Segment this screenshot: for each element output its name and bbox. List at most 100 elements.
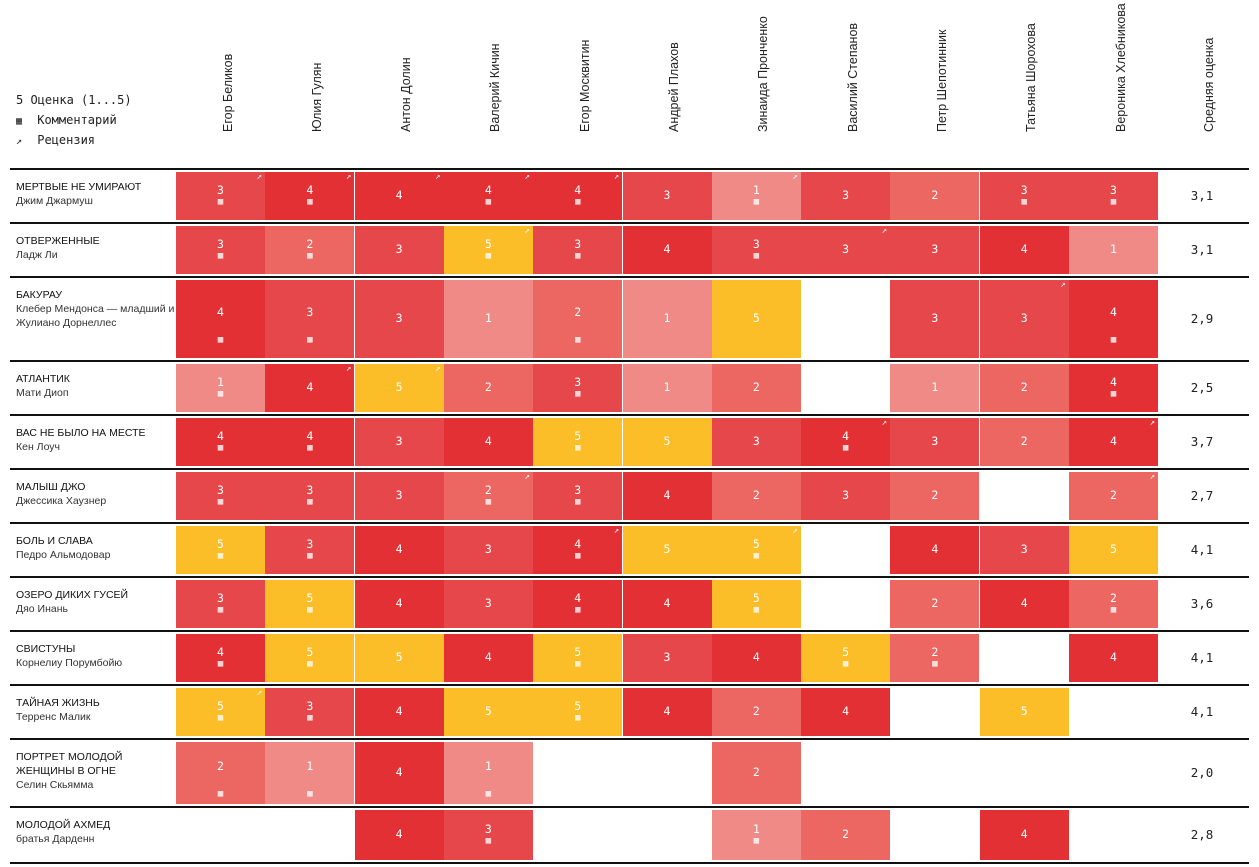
score-cell[interactable]: 1 [1069, 226, 1158, 274]
comment-icon[interactable]: ▦ [217, 659, 224, 669]
score-cell[interactable]: 2 ↗ [1069, 472, 1158, 520]
score-cell[interactable]: 3 ↗ [979, 280, 1069, 358]
score-cell[interactable]: 1 ▦ [443, 742, 533, 804]
score-cell[interactable]: 4 [622, 472, 712, 520]
score-cell[interactable]: 4 [354, 580, 444, 628]
external-link-icon[interactable]: ↗ [345, 172, 352, 182]
score-cell[interactable]: 4 ▦ ↗ [801, 418, 891, 466]
score-cell[interactable]: 4 ▦ [265, 418, 355, 466]
score-cell[interactable]: 3 [354, 418, 444, 466]
external-link-icon[interactable]: ↗ [435, 364, 441, 374]
score-cell[interactable]: 2 [443, 364, 533, 412]
score-cell[interactable]: 4 ↗ [354, 172, 444, 220]
score-cell[interactable]: 5 ▦ [533, 688, 623, 736]
score-cell[interactable]: 3 ▦ [265, 526, 355, 574]
score-cell[interactable]: 2 ▦ [890, 634, 980, 682]
comment-icon[interactable]: ▦ [485, 251, 492, 261]
score-cell[interactable]: 4 ▦ [533, 580, 623, 628]
comment-icon[interactable]: ▦ [217, 197, 224, 207]
score-cell[interactable]: 3 ▦ [265, 688, 355, 736]
comment-icon[interactable]: ▦ [574, 497, 581, 507]
comment-icon[interactable]: ▦ [485, 497, 492, 507]
score-cell[interactable]: 4 ▦ [176, 634, 265, 682]
score-cell[interactable]: 3 [622, 634, 712, 682]
comment-icon[interactable]: ▦ [485, 789, 492, 799]
score-cell[interactable]: 1 ▦ [176, 364, 265, 412]
comment-icon[interactable]: ▦ [574, 197, 581, 207]
score-cell[interactable]: 5 [1069, 526, 1158, 574]
score-cell[interactable]: 4 ▦ ↗ [443, 172, 533, 220]
score-cell[interactable]: 1 [443, 280, 533, 358]
comment-icon[interactable]: ▦ [217, 605, 224, 615]
comment-icon[interactable]: ▦ [307, 659, 313, 669]
score-cell[interactable]: 1 ▦ [711, 810, 801, 860]
comment-icon[interactable]: ▦ [217, 389, 224, 399]
comment-icon[interactable]: ▦ [217, 497, 224, 507]
score-cell[interactable]: 5 ▦ [265, 580, 355, 628]
score-cell[interactable]: 3 [979, 526, 1069, 574]
comment-icon[interactable]: ▦ [307, 197, 313, 207]
score-cell[interactable]: 5 ↗ [354, 364, 444, 412]
comment-icon[interactable]: ▦ [307, 551, 313, 561]
score-cell[interactable]: 1 ▦ [265, 742, 355, 804]
comment-icon[interactable]: ▦ [1021, 197, 1027, 207]
score-cell[interactable]: 5 ▦ [533, 634, 623, 682]
score-cell[interactable]: 2 ▦ [1069, 580, 1158, 628]
external-link-icon[interactable]: ↗ [613, 172, 620, 182]
comment-icon[interactable]: ▦ [1110, 605, 1117, 615]
comment-icon[interactable]: ▦ [574, 605, 581, 615]
comment-icon[interactable]: ▦ [753, 197, 759, 207]
score-cell[interactable]: 4 ▦ [176, 280, 265, 358]
comment-icon[interactable]: ▦ [1110, 197, 1117, 207]
score-cell[interactable]: 4 ▦ ↗ [533, 526, 623, 574]
score-cell[interactable]: 1 [890, 364, 980, 412]
score-cell[interactable]: 3 ▦ [711, 226, 801, 274]
comment-icon[interactable]: ▦ [753, 551, 759, 561]
external-link-icon[interactable]: ↗ [345, 364, 352, 374]
score-cell[interactable]: 4 ▦ [1069, 280, 1158, 358]
score-cell[interactable]: 2 ▦ ↗ [443, 472, 533, 520]
score-cell[interactable]: 4 [890, 526, 980, 574]
score-cell[interactable]: 4 [979, 580, 1069, 628]
comment-icon[interactable]: ▦ [307, 497, 313, 507]
score-cell[interactable]: 5 [711, 280, 801, 358]
score-cell[interactable]: 2 ▦ [533, 280, 623, 358]
comment-icon[interactable]: ▦ [574, 251, 581, 261]
score-cell[interactable]: 2 [711, 472, 801, 520]
score-cell[interactable]: 5 ▦ [801, 634, 891, 682]
score-cell[interactable]: 3 ▦ ↗ [176, 172, 265, 220]
external-link-icon[interactable]: ↗ [613, 526, 620, 536]
comment-icon[interactable]: ▦ [217, 443, 224, 453]
score-cell[interactable]: 3 [711, 418, 801, 466]
score-cell[interactable]: 2 [890, 172, 980, 220]
comment-icon[interactable]: ▦ [842, 443, 849, 453]
score-cell[interactable]: 3 ▦ [443, 810, 533, 860]
external-link-icon[interactable]: ↗ [1149, 472, 1155, 482]
score-cell[interactable]: 5 ▦ [711, 580, 801, 628]
comment-icon[interactable]: ▦ [574, 443, 581, 453]
score-cell[interactable]: 4 ▦ [176, 418, 265, 466]
score-cell[interactable]: 5 [979, 688, 1069, 736]
score-cell[interactable]: 4 ↗ [1069, 418, 1158, 466]
score-cell[interactable]: 4 [354, 742, 444, 804]
comment-icon[interactable]: ▦ [842, 659, 849, 669]
score-cell[interactable]: 4 [622, 580, 712, 628]
comment-icon[interactable]: ▦ [307, 251, 313, 261]
comment-icon[interactable]: ▦ [932, 659, 938, 669]
score-cell[interactable]: 4 [801, 688, 891, 736]
comment-icon[interactable]: ▦ [574, 551, 581, 561]
comment-icon[interactable]: ▦ [1110, 389, 1117, 399]
comment-icon[interactable]: ▦ [574, 659, 581, 669]
score-cell[interactable]: 3 [443, 526, 533, 574]
score-cell[interactable]: 3 [622, 172, 712, 220]
external-link-icon[interactable]: ↗ [1149, 418, 1155, 428]
score-cell[interactable]: 4 [979, 810, 1069, 860]
comment-icon[interactable]: ▦ [217, 251, 224, 261]
score-cell[interactable]: 4 ▦ ↗ [265, 172, 355, 220]
external-link-icon[interactable]: ↗ [792, 172, 798, 182]
external-link-icon[interactable]: ↗ [881, 418, 888, 428]
score-cell[interactable]: 2 [979, 364, 1069, 412]
score-cell[interactable]: 3 [801, 172, 891, 220]
score-cell[interactable]: 3 ▦ [979, 172, 1069, 220]
comment-icon[interactable]: ▦ [485, 197, 492, 207]
